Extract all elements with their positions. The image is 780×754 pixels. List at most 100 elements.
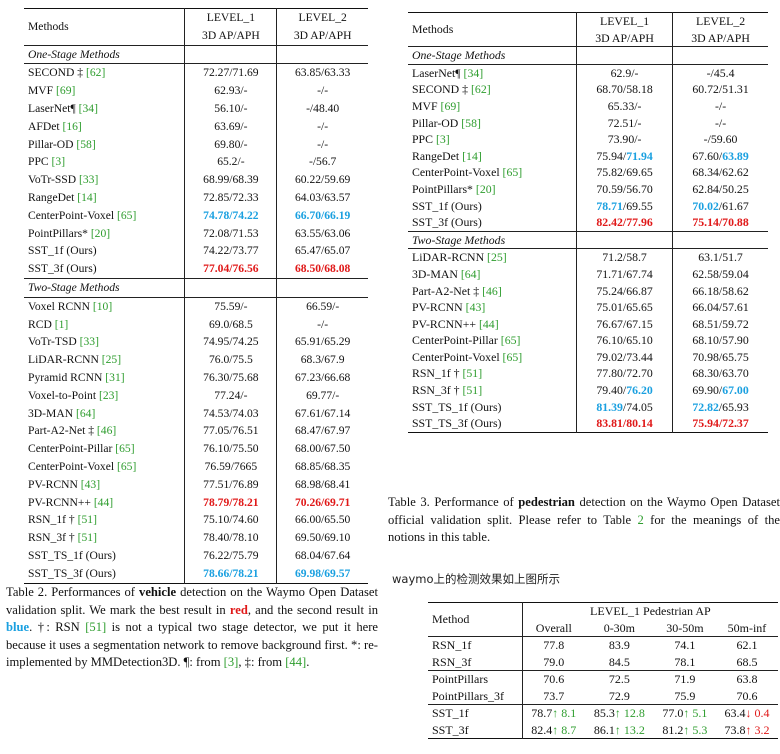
citation: [65] bbox=[117, 208, 137, 222]
method-name: 3D-MAN [64] bbox=[24, 404, 186, 423]
table-row: LaserNet¶ [34] 62.9/- -/45.4 bbox=[408, 64, 768, 82]
value: 68.00/67.50 bbox=[294, 442, 351, 456]
value: 60.22/59.69 bbox=[294, 173, 351, 187]
table-row: 3D-MAN [64] 71.71/67.74 62.58/59.04 bbox=[408, 265, 768, 283]
table3-panel: Methods LEVEL_1 LEVEL_2 3D AP/APH 3D AP/… bbox=[388, 0, 780, 560]
method-name: SST_3f (Ours) bbox=[24, 260, 186, 279]
method-label: SST_TS_3f (Ours) bbox=[412, 416, 502, 431]
value: 77.80/72.70 bbox=[596, 366, 653, 381]
level2-value: 68.47/67.97 bbox=[277, 422, 368, 440]
method-name: SST_3f bbox=[428, 721, 523, 739]
table-row: PointPillars 70.6 72.5 71.9 63.8 bbox=[428, 670, 778, 688]
table-row: AFDet [16] 63.69/- -/- bbox=[24, 117, 368, 136]
value: -/- bbox=[317, 119, 329, 133]
table-row: PV-RCNN [43] 77.51/76.89 68.98/68.41 bbox=[24, 475, 368, 494]
citation: [65] bbox=[500, 333, 521, 348]
value: 77.04/76.56 bbox=[203, 262, 259, 276]
r2-value: 81.2↑ 5.3 bbox=[654, 722, 716, 739]
value: 69.0/68.5 bbox=[208, 317, 253, 331]
citation: [33] bbox=[79, 173, 99, 187]
method-label: PPC bbox=[28, 155, 52, 169]
value: 75.01/65.65 bbox=[596, 300, 653, 315]
delta: ↑ 3.2 bbox=[745, 722, 770, 737]
level1-value: 65.33/- bbox=[576, 97, 674, 115]
value: 68.98/68.41 bbox=[294, 477, 351, 491]
value: 62.93/- bbox=[214, 84, 248, 98]
r2-value: 77.0↑ 5.1 bbox=[654, 705, 716, 722]
value: 68.70/58.18 bbox=[596, 82, 653, 97]
method-label: Part-A2-Net ‡ bbox=[412, 283, 483, 298]
value-part: 71.94 bbox=[626, 148, 653, 163]
value-part: 70.02 bbox=[692, 198, 719, 213]
table-row: SST_TS_1f (Ours) 76.22/75.79 68.04/67.64 bbox=[24, 546, 368, 565]
table-row: PointPillars* [20] 70.59/56.70 62.84/50.25 bbox=[408, 180, 768, 198]
value: -/48.40 bbox=[306, 101, 340, 115]
method-name: SST_1f (Ours) bbox=[24, 242, 186, 261]
level1-value: 74.53/74.03 bbox=[184, 404, 278, 423]
method-name: PointPillars_3f bbox=[428, 687, 523, 705]
citation: [10] bbox=[92, 299, 113, 313]
value: 66.00/65.50 bbox=[294, 513, 351, 527]
value: 70.98/65.75 bbox=[692, 349, 749, 364]
table-row: SST_1f (Ours) 74.22/73.77 65.47/65.07 bbox=[24, 242, 368, 261]
method-name: Part-A2-Net ‡ [46] bbox=[408, 282, 578, 300]
level2-subheader: 3D AP/APH bbox=[293, 28, 352, 42]
level1-value: 79.40/76.20 bbox=[576, 382, 674, 399]
value: 69.77/- bbox=[306, 388, 340, 402]
method-label: PV-RCNN++ bbox=[28, 495, 94, 509]
citation: [44] bbox=[478, 316, 499, 331]
method-label: SST_1f (Ours) bbox=[412, 198, 482, 213]
citation: [46] bbox=[482, 283, 502, 298]
method-label: LiDAR-RCNN bbox=[412, 250, 488, 265]
value: 70.59/56.70 bbox=[596, 181, 653, 196]
level2-value: -/- bbox=[277, 136, 368, 154]
section-title: Two-Stage Methods bbox=[24, 277, 186, 298]
level2-value: 66.70/66.19 bbox=[277, 207, 368, 225]
value: 79.02/73.44 bbox=[596, 349, 653, 364]
level1-value: 77.80/72.70 bbox=[576, 365, 674, 383]
table-row: Part-A2-Net ‡ [46] 75.24/66.87 66.18/58.62 bbox=[408, 282, 768, 300]
citation: [43] bbox=[80, 477, 101, 491]
empty-cell bbox=[576, 230, 674, 250]
level2-value: 63.1/51.7 bbox=[673, 249, 768, 266]
section-header-row: One-Stage Methods bbox=[408, 46, 768, 65]
citation: [3] bbox=[435, 132, 450, 147]
citation: [69] bbox=[56, 84, 76, 98]
value: 68.85/68.35 bbox=[294, 459, 351, 473]
empty-cell bbox=[184, 44, 278, 65]
section-title: Two-Stage Methods bbox=[408, 230, 578, 250]
method-name: PV-RCNN [43] bbox=[24, 475, 186, 494]
value: 77.05/76.51 bbox=[203, 424, 259, 438]
citation: [69] bbox=[440, 98, 461, 113]
overall-value: 79.0 bbox=[522, 654, 585, 671]
method-label: SST_1f (Ours) bbox=[28, 244, 97, 258]
method-name: RSN_3f † [51] bbox=[24, 529, 186, 547]
value: 78.7 bbox=[531, 706, 553, 720]
level1-value: 77.04/76.56 bbox=[184, 260, 278, 279]
level2-value: 69.77/- bbox=[277, 387, 368, 405]
overall-value: 77.8 bbox=[522, 637, 585, 654]
value: 77.8 bbox=[543, 638, 565, 652]
value: 72.51/- bbox=[607, 115, 642, 130]
citation: [20] bbox=[90, 226, 111, 240]
level1-value: 79.02/73.44 bbox=[576, 348, 674, 366]
value: 85.3 bbox=[593, 706, 615, 720]
table-row: Voxel-to-Point [23] 77.24/- 69.77/- bbox=[24, 386, 368, 405]
level2-value: 70.02/61.67 bbox=[673, 198, 768, 215]
value: 66.59/- bbox=[306, 299, 340, 313]
level1-value: 75.94/71.94 bbox=[576, 147, 674, 165]
citation: [25] bbox=[101, 353, 122, 367]
overall-value: 73.7 bbox=[522, 688, 585, 705]
table3-caption: Table 3. Performance of pedestrian detec… bbox=[388, 495, 780, 544]
method-name: SST_1f bbox=[428, 704, 523, 722]
level2-value: 75.94/72.37 bbox=[673, 415, 768, 432]
level1-value: 78.66/78.21 bbox=[184, 564, 278, 583]
method-name: CenterPoint-Voxel [65] bbox=[24, 206, 186, 225]
level1-value: 77.51/76.89 bbox=[184, 475, 278, 494]
value: 77.24/- bbox=[214, 388, 248, 402]
level1-value: 76.59/7665 bbox=[184, 457, 278, 476]
level2-value: 63.55/63.06 bbox=[277, 225, 368, 243]
method-label: LiDAR-RCNN bbox=[28, 353, 102, 367]
method-name: LiDAR-RCNN [25] bbox=[24, 351, 186, 369]
value: 74.1 bbox=[674, 638, 696, 652]
